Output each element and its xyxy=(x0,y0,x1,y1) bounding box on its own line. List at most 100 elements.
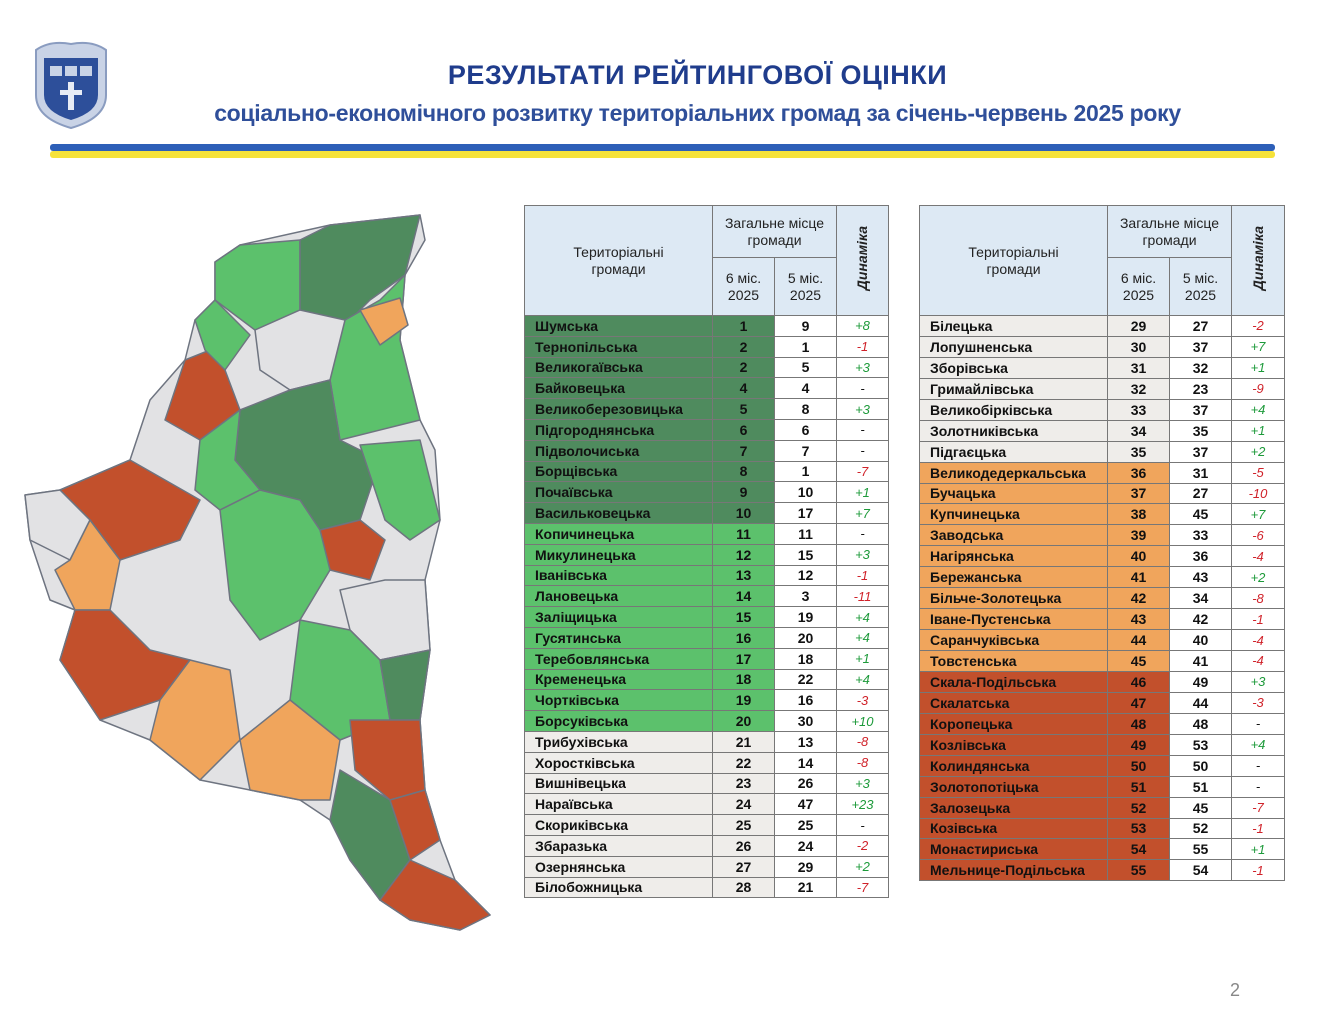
rank-6m: 40 xyxy=(1107,545,1170,568)
table-row: Скориківська 25 25- xyxy=(524,814,889,836)
rank-6m: 21 xyxy=(712,730,775,753)
name-cell: Теребовлянська xyxy=(524,647,713,670)
rank-5m: 10 xyxy=(774,481,837,504)
change-cell: -8 xyxy=(1231,587,1285,610)
change-cell: -9 xyxy=(1231,377,1285,400)
rank-6m: 30 xyxy=(1107,335,1170,358)
rank-5m: 49 xyxy=(1169,670,1232,693)
rank-5m: 40 xyxy=(1169,629,1232,651)
rank-6m: 28 xyxy=(712,876,775,899)
rank-6m: 25 xyxy=(712,814,775,836)
rank-5m: 7 xyxy=(774,439,837,462)
table-row: Борсуківська 20 30 +10 xyxy=(524,710,889,732)
rank-6m: 44 xyxy=(1107,629,1170,651)
table-row: Збаразька 26 24 -2 xyxy=(524,834,889,857)
name-cell: Нагірянська xyxy=(919,545,1108,568)
rank-6m: 47 xyxy=(1107,691,1170,714)
rank-5m: 29 xyxy=(774,855,837,878)
table-row: Купчинецька 38 45 +7 xyxy=(919,503,1285,526)
rank-6m: 51 xyxy=(1107,775,1170,798)
table-row: Великобірківська 33 37 +4 xyxy=(919,398,1285,421)
table-row: Трибухівська 21 13 -8 xyxy=(524,730,889,753)
name-cell: Борсуківська xyxy=(524,710,713,732)
header-cell: 5 міс. 2025 xyxy=(774,257,837,316)
header-cell: Динаміка xyxy=(1231,205,1285,316)
rank-6m: 54 xyxy=(1107,838,1170,861)
table-row: Тернопільська 2 1 -1 xyxy=(524,335,889,358)
change-cell: +4 xyxy=(836,626,889,649)
header-cell: Загальне місце громади xyxy=(712,205,837,258)
rank-5m: 23 xyxy=(1169,377,1232,400)
name-cell: Купчинецька xyxy=(919,503,1108,526)
name-cell: Бережанська xyxy=(919,566,1108,589)
table-row: Більче-Золотецька 42 34 -8 xyxy=(919,587,1285,610)
rank-5m: 51 xyxy=(1169,775,1232,798)
title: РЕЗУЛЬТАТИ РЕЙТИНГОВОЇ ОЦІНКИ xyxy=(447,60,948,90)
stripe xyxy=(50,144,1275,151)
name-cell: Підволочиська xyxy=(524,439,713,462)
table-row: Борщівська 8 1 -7 xyxy=(524,460,889,483)
table-row: Копичинецька 11 11- xyxy=(524,522,889,545)
rank-6m: 24 xyxy=(712,793,775,816)
table-row: Козлівська 49 53 +4 xyxy=(919,733,1285,756)
change-cell: +7 xyxy=(1231,335,1285,358)
rank-5m: 16 xyxy=(774,689,837,712)
table-row: Золотниківська 34 35 +1 xyxy=(919,419,1285,442)
change-cell: - xyxy=(1231,712,1285,735)
table-row: Скала-Подільська 46 49 +3 xyxy=(919,670,1285,693)
change-cell: +2 xyxy=(1231,440,1285,463)
name-cell: Трибухівська xyxy=(524,730,713,753)
table-row: Нагірянська 40 36 -4 xyxy=(919,545,1285,568)
rank-6m: 9 xyxy=(712,481,775,504)
table-row: Великогаївська 2 5 +3 xyxy=(524,356,889,379)
change-cell: -7 xyxy=(1231,796,1285,819)
table-row: Скалатська 47 44 -3 xyxy=(919,691,1285,714)
name-cell: Нараївська xyxy=(524,793,713,816)
rank-6m: 6 xyxy=(712,418,775,441)
table-row: Іванівська 13 12 -1 xyxy=(524,564,889,587)
change-cell: -3 xyxy=(836,689,889,712)
change-cell: -1 xyxy=(836,335,889,358)
change-cell: +23 xyxy=(836,793,889,816)
change-cell: -2 xyxy=(1231,315,1285,337)
rank-6m: 45 xyxy=(1107,650,1170,672)
table-row: Озернянська 27 29 +2 xyxy=(524,855,889,878)
rank-6m: 14 xyxy=(712,585,775,608)
change-cell: - xyxy=(1231,775,1285,798)
name-cell: Чортківська xyxy=(524,689,713,712)
rank-6m: 20 xyxy=(712,710,775,732)
rank-5m: 54 xyxy=(1169,859,1232,882)
rank-5m: 53 xyxy=(1169,733,1232,756)
rank-6m: 36 xyxy=(1107,461,1170,484)
rank-5m: 52 xyxy=(1169,817,1232,840)
rank-6m: 7 xyxy=(712,439,775,462)
change-cell: - xyxy=(836,377,889,400)
change-cell: -3 xyxy=(1231,691,1285,714)
rank-5m: 34 xyxy=(1169,587,1232,610)
rank-6m: 50 xyxy=(1107,754,1170,777)
rank-6m: 19 xyxy=(712,689,775,712)
header-cell: 5 міс. 2025 xyxy=(1169,257,1232,316)
rank-5m: 31 xyxy=(1169,461,1232,484)
table-row: Гусятинська 16 20 +4 xyxy=(524,626,889,649)
name-cell: Зборівська xyxy=(919,356,1108,379)
change-cell: -1 xyxy=(1231,817,1285,840)
rank-6m: 43 xyxy=(1107,608,1170,631)
rank-6m: 34 xyxy=(1107,419,1170,442)
table-row: Бережанська 41 43 +2 xyxy=(919,566,1285,589)
rank-5m: 42 xyxy=(1169,608,1232,631)
name-cell: Білобожницька xyxy=(524,876,713,899)
ranking-table: Територіальні громади Загальне місце гром… xyxy=(524,205,889,899)
table-row: Кременецька 18 22 +4 xyxy=(524,668,889,691)
header-cell: 6 міс. 2025 xyxy=(1107,257,1170,316)
change-cell: -11 xyxy=(836,585,889,608)
rank-5m: 48 xyxy=(1169,712,1232,735)
name-cell: Іванівська xyxy=(524,564,713,587)
rank-5m: 44 xyxy=(1169,691,1232,714)
rank-6m: 41 xyxy=(1107,566,1170,589)
name-cell: Коропецька xyxy=(919,712,1108,735)
name-cell: Скалатська xyxy=(919,691,1108,714)
rank-5m: 15 xyxy=(774,543,837,566)
change-cell: +1 xyxy=(1231,838,1285,861)
rank-6m: 22 xyxy=(712,751,775,774)
